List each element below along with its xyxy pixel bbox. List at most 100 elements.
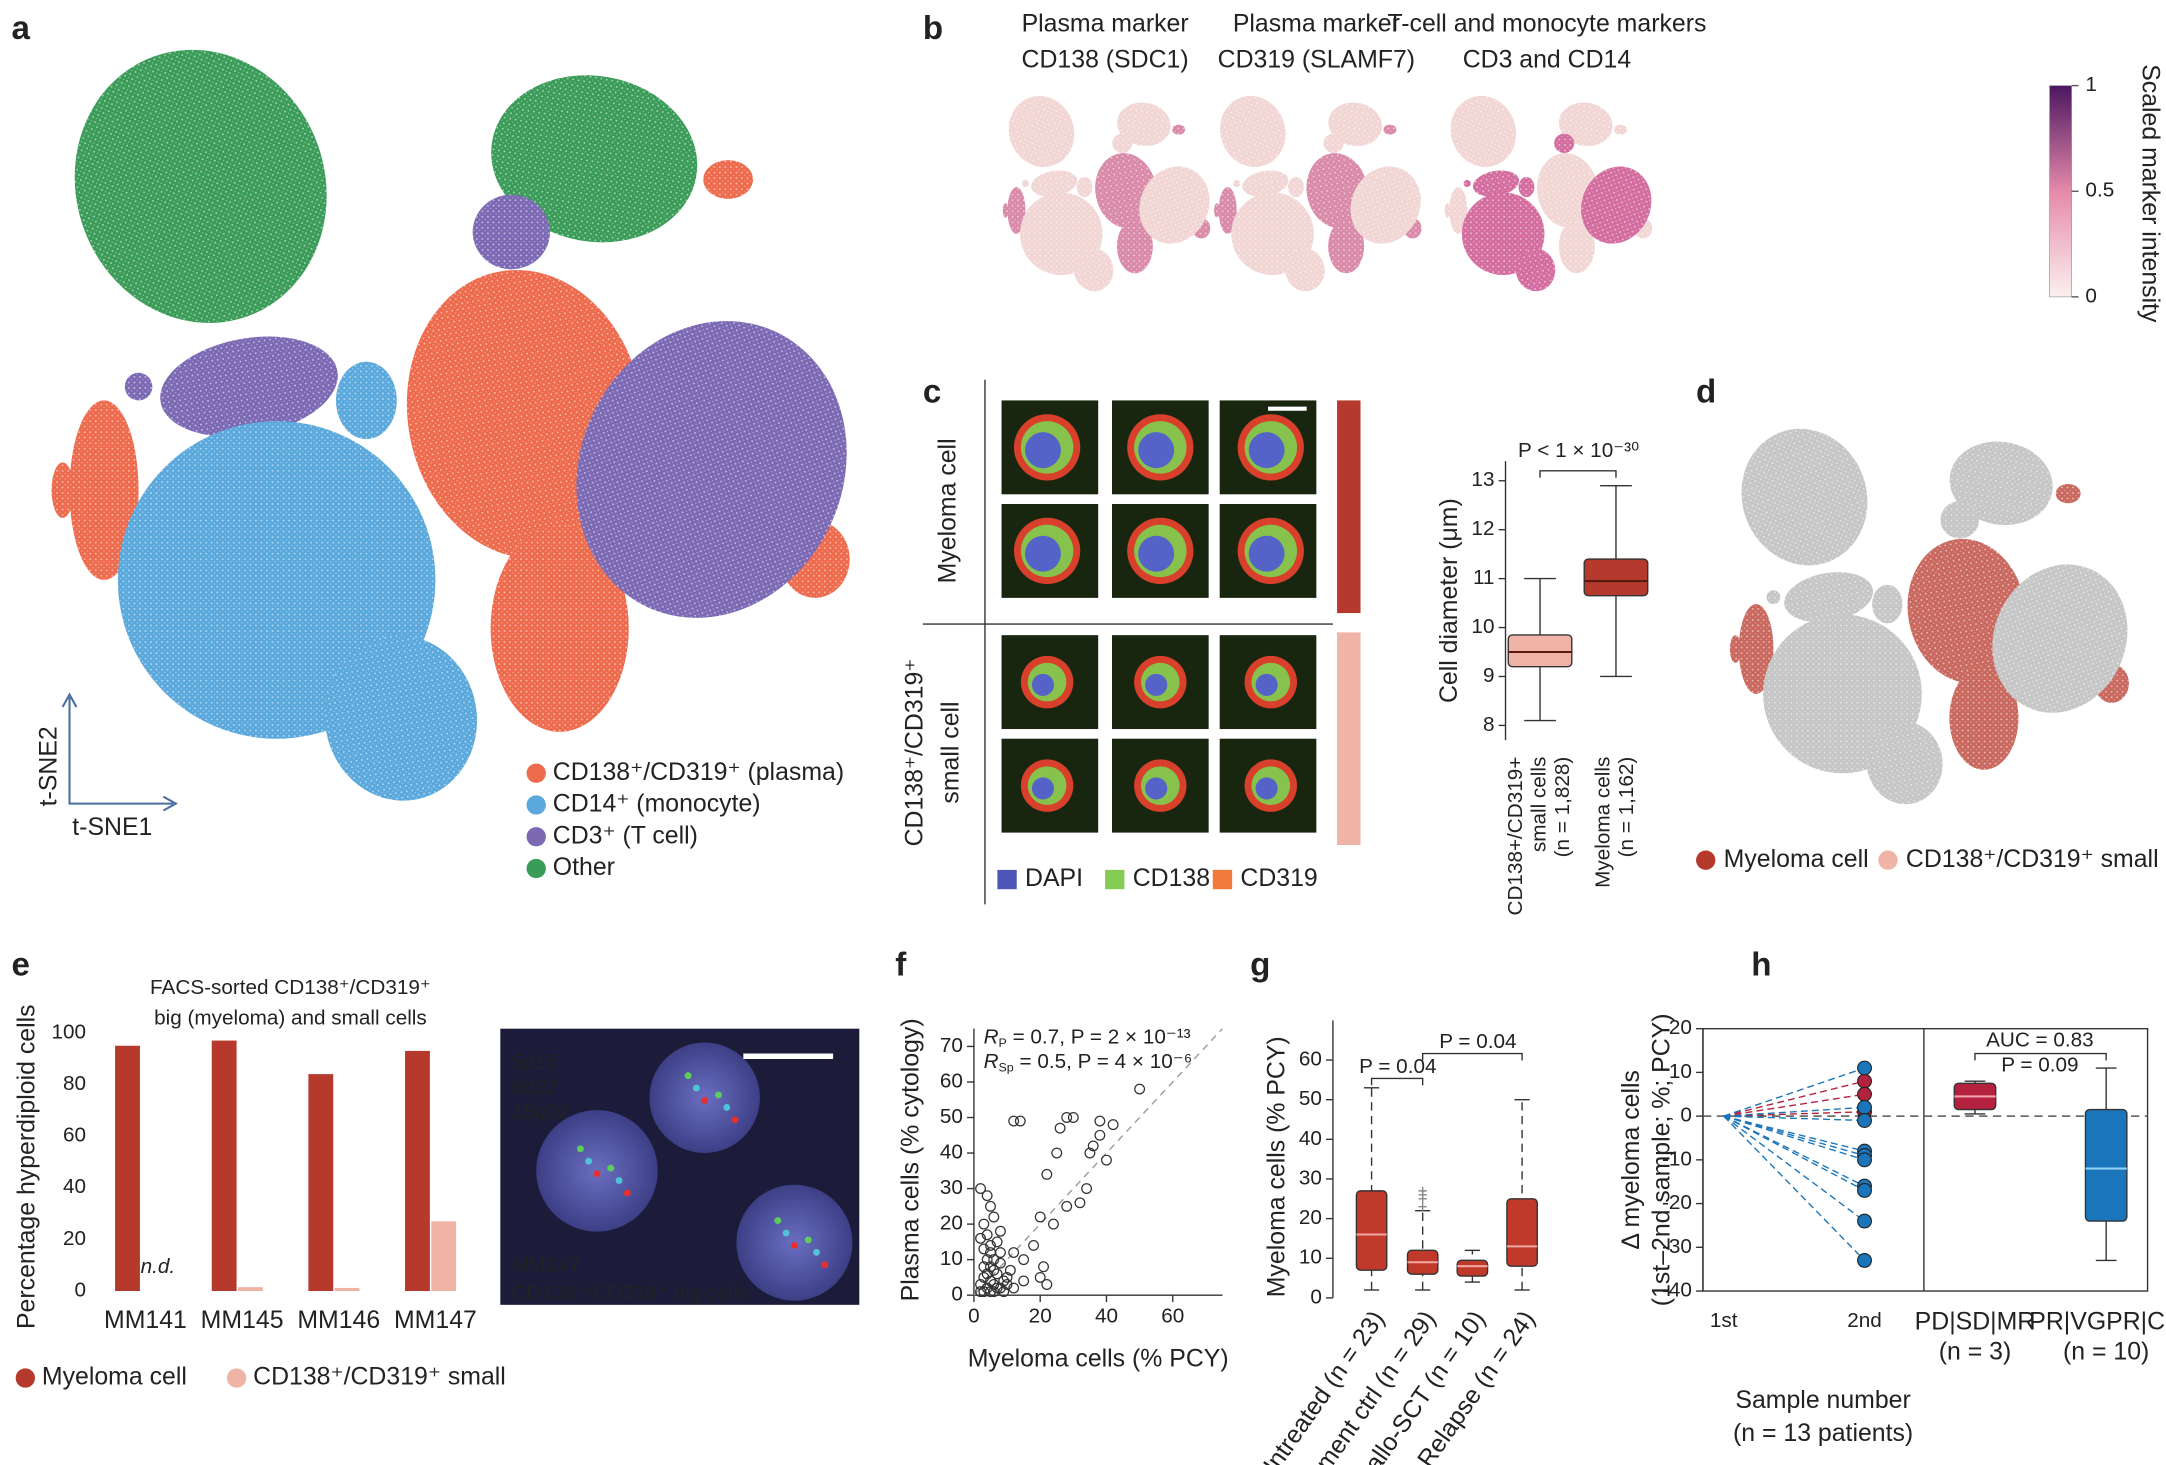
marker-map-texture <box>1449 187 1468 234</box>
tsne-highlight-texture <box>1729 635 1741 663</box>
point <box>1857 1152 1872 1168</box>
marker-map-texture <box>1328 102 1382 146</box>
point <box>975 1279 987 1290</box>
y-tick-label: -20 <box>1662 1191 1692 1214</box>
legend-label: CD3⁺ (T cell) <box>553 822 698 849</box>
point <box>1001 1271 1013 1283</box>
map-title: T-cell and monocyte markers <box>1387 10 1706 37</box>
cell-nucleus <box>1248 432 1285 469</box>
cell-nucleus <box>1138 432 1175 469</box>
x-tick-label: Myeloma cells <box>1592 757 1615 888</box>
marker-map-texture <box>1287 177 1304 198</box>
point <box>1041 1168 1053 1180</box>
x-tick-label: 40 <box>1095 1305 1118 1328</box>
point <box>975 1183 987 1195</box>
legend-marker <box>1878 850 1898 870</box>
marker-map-texture <box>1116 219 1153 274</box>
outlier <box>1418 1186 1427 1196</box>
bracket <box>1539 470 1617 478</box>
y-tick-label: 60 <box>1299 1048 1322 1071</box>
y-tick-label: 20 <box>63 1227 86 1250</box>
x-tick-label: PR|VGPR|CR <box>2029 1308 2166 1335</box>
y-tick-label: 13 <box>1471 468 1494 491</box>
colorbar <box>2049 85 2072 298</box>
patient-line <box>1723 1080 1865 1117</box>
bar <box>115 1045 140 1292</box>
probe-spot <box>576 1145 584 1153</box>
point <box>1857 1252 1872 1268</box>
marker-map-texture <box>1242 170 1289 197</box>
row-label: CD138⁺/CD319⁺ <box>901 659 928 847</box>
outlier <box>1418 1202 1427 1211</box>
point <box>988 1264 1000 1276</box>
colorbar-tick-label: 1 <box>2085 73 2097 96</box>
x-axis-label: t-SNE1 <box>72 814 152 841</box>
probe-spot <box>723 1103 731 1111</box>
plot-frame <box>1702 1027 2149 1292</box>
point <box>1857 1060 1872 1076</box>
point <box>975 1232 987 1244</box>
y-tick-label: 60 <box>63 1124 86 1147</box>
marker-map-texture <box>1117 102 1171 146</box>
y-axis-label: Percentage hyperdiploid cells <box>14 1004 41 1329</box>
tsne-highlight-texture <box>1738 604 1774 694</box>
point <box>978 1261 990 1273</box>
point <box>978 1218 990 1230</box>
y-tick-label: 0 <box>951 1283 963 1306</box>
probe-spot <box>715 1091 722 1099</box>
x-axis-label: Myeloma cells (% PCY) <box>968 1346 1229 1373</box>
annotation: P = 0.09 <box>2001 1053 2078 1076</box>
y-tick-label: 10 <box>1299 1246 1322 1269</box>
legend-label: CD319 <box>1240 865 1317 892</box>
legend-label: CD14⁺ (monocyte) <box>553 791 761 818</box>
legend-label: Other <box>553 854 615 881</box>
y-tick-label: 100 <box>52 1020 87 1043</box>
y-tick-label: 80 <box>63 1072 86 1095</box>
point <box>1018 1275 1030 1287</box>
point <box>1134 1083 1146 1095</box>
tsne-cluster-texture <box>336 361 397 440</box>
cell-nucleus <box>1025 432 1061 469</box>
probe-spot <box>692 1084 700 1092</box>
probe-spot <box>821 1261 829 1269</box>
identity-line <box>973 1028 1223 1296</box>
patient-line <box>1723 1111 1865 1117</box>
row-label: Myeloma cell <box>935 438 962 583</box>
point <box>1041 1279 1053 1290</box>
point <box>1094 1129 1106 1141</box>
marker-map-texture <box>1031 170 1078 197</box>
annotation: P = 0.04 <box>1359 1055 1436 1078</box>
point <box>1008 1115 1020 1127</box>
point <box>985 1200 996 1212</box>
x-tick-label: 0 <box>968 1305 980 1328</box>
marker-map-texture <box>1285 248 1325 292</box>
bar <box>405 1050 430 1292</box>
legend-marker <box>15 1368 35 1388</box>
point <box>1018 1254 1030 1266</box>
tsne-cluster-texture <box>124 372 153 401</box>
legend-label: CD138⁺/CD319⁺ small <box>1906 846 2159 873</box>
y-axis-label: Cell diameter (μm) <box>1436 498 1463 703</box>
y-tick-label: -10 <box>1662 1147 1692 1170</box>
box <box>1506 1198 1538 1267</box>
x-axis-label: Sample number <box>1735 1387 1910 1414</box>
tsne-cluster-texture <box>576 321 847 618</box>
point <box>994 1225 1006 1237</box>
panel-label: c <box>923 373 941 410</box>
marker-map-texture <box>1614 124 1627 135</box>
tsne-cluster-texture <box>160 336 338 437</box>
y-axis-label: Myeloma cells (% PCY) <box>1263 1036 1290 1297</box>
marker-map-texture <box>1350 166 1421 244</box>
panel-label: g <box>1250 946 1270 983</box>
x-tick-label: MM147 <box>394 1307 477 1334</box>
annotation-symbol: R <box>984 1026 999 1049</box>
tsne-cluster-texture <box>324 635 478 801</box>
x-tick-label: 1st <box>1710 1309 1738 1332</box>
box <box>2084 1108 2128 1222</box>
colorbar-tick-label: 0 <box>2085 284 2097 307</box>
x-tick-label: (n = 1,828) <box>1551 757 1574 858</box>
tsne-cluster-texture <box>491 75 698 243</box>
marker-map-texture <box>1383 124 1397 135</box>
point <box>998 1286 1010 1298</box>
tsne-highlight-texture <box>2055 483 2081 504</box>
